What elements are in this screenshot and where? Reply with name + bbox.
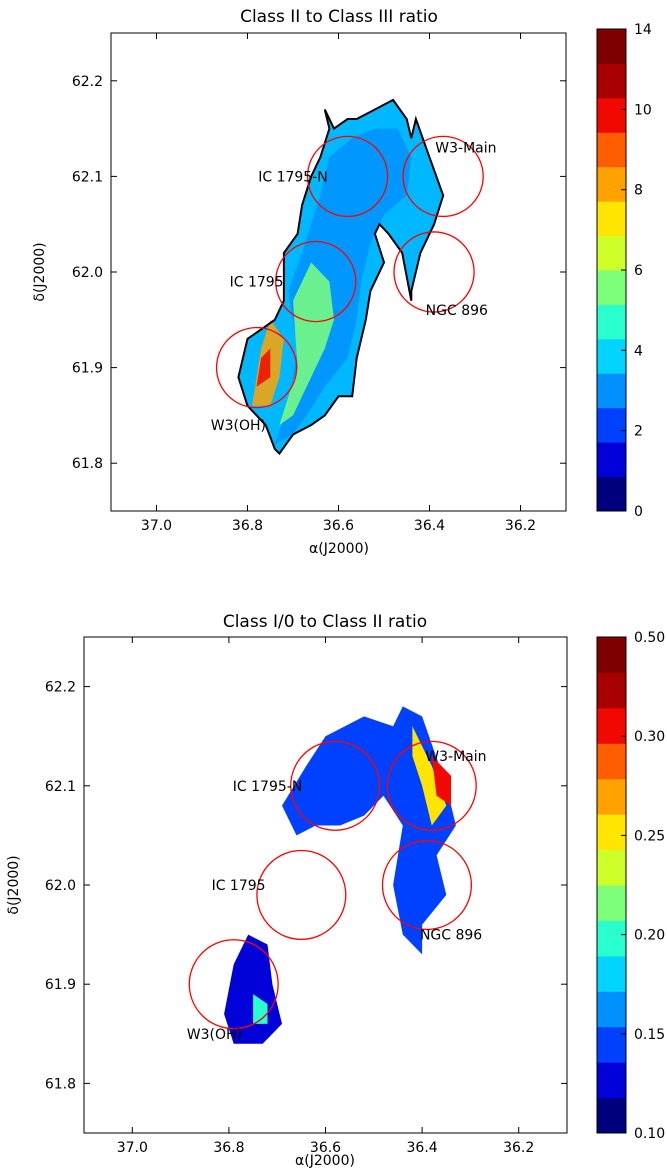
colorbar-tick-label: 2	[634, 424, 643, 440]
x-tick-label: 37.0	[141, 518, 172, 534]
colorbar-segment	[597, 408, 626, 443]
x-axis-label: α(J2000)	[309, 541, 369, 557]
colorbar-segment	[597, 236, 626, 271]
colorbar-tick-label: 8	[634, 183, 643, 199]
colorbar-ticks: 0.10 0.15 0.20 0.25 0.30 0.50	[621, 630, 665, 1142]
colorbar-segment	[597, 167, 626, 202]
colorbar-segment	[597, 442, 626, 477]
colorbar-segment	[597, 29, 626, 64]
y-tick-label: 61.8	[72, 456, 103, 472]
x-tick-label: 36.2	[505, 518, 536, 534]
x-tick-label: 36.8	[232, 518, 263, 534]
colorbar-tick-label: 0	[634, 504, 643, 520]
colorbar-tick-label: 0.15	[634, 1027, 665, 1043]
colorbar-segment	[597, 779, 626, 815]
y-tick-label: 62.1	[45, 779, 76, 795]
region-label: IC 1795	[212, 878, 266, 894]
colorbar-segment	[597, 672, 626, 708]
colorbar-tick-label: 10	[634, 102, 652, 118]
y-axis-label: δ(J2000)	[32, 242, 48, 301]
colorbar-segment	[597, 991, 626, 1027]
panel-class-ii-to-iii: Class II to Class III ratio IC 1795-N W3-…	[32, 7, 652, 557]
x-tick-label: 36.8	[213, 1140, 244, 1156]
y-axis-label: δ(J2000)	[6, 855, 22, 914]
x-tick-label: 37.0	[117, 1140, 148, 1156]
x-tick-label: 36.2	[503, 1140, 534, 1156]
region-label: IC 1795-N	[233, 779, 303, 795]
colorbar-segment	[597, 743, 626, 779]
colorbar-segment	[597, 920, 626, 956]
colorbar-segment	[597, 477, 626, 512]
colorbar-segment	[597, 373, 626, 408]
region-label: W3-Main	[435, 141, 496, 157]
region-label: NGC 896	[426, 303, 488, 319]
region-label: IC 1795	[230, 275, 284, 291]
region-label: W3-Main	[425, 749, 486, 765]
colorbar-segment	[597, 1098, 626, 1134]
panel-class-i0-to-ii: Class I/0 to Class II ratio IC 1795-N W3-…	[6, 612, 665, 1169]
panel-title: Class I/0 to Class II ratio	[223, 612, 427, 632]
y-tick-label: 62.2	[45, 680, 76, 696]
colorbar-tick-label: 0.20	[634, 928, 665, 944]
colorbar	[597, 637, 626, 1134]
colorbar-segment	[597, 304, 626, 339]
colorbar-segment	[597, 132, 626, 167]
colorbar-segment	[597, 98, 626, 133]
region-label: NGC 896	[420, 928, 482, 944]
y-tick-label: 61.9	[72, 361, 103, 377]
colorbar-segment	[597, 201, 626, 236]
region-label: W3(OH)	[211, 418, 266, 434]
colorbar-tick-label: 6	[634, 263, 643, 279]
x-axis-label: α(J2000)	[295, 1153, 355, 1169]
colorbar-tick-label: 0.10	[634, 1126, 665, 1142]
colorbar-segment	[597, 708, 626, 744]
colorbar-segment	[597, 814, 626, 850]
colorbar-segment	[597, 339, 626, 374]
colorbar-segment	[597, 1062, 626, 1098]
plot-frame	[84, 637, 567, 1133]
colorbar-segment	[597, 850, 626, 886]
colorbar-segment	[597, 885, 626, 921]
region-label: W3(OH)	[187, 1027, 242, 1043]
x-tick-label: 36.6	[323, 518, 354, 534]
colorbar-tick-label: 0.30	[634, 729, 665, 745]
colorbar-tick-label: 0.25	[634, 828, 665, 844]
y-tick-label: 62.1	[72, 169, 103, 185]
y-tick-label: 61.9	[45, 977, 76, 993]
colorbar-tick-label: 0.50	[634, 630, 665, 646]
colorbar-segment	[597, 637, 626, 673]
y-tick-label: 61.8	[45, 1076, 76, 1092]
x-tick-label: 36.4	[414, 518, 445, 534]
colorbar-segment	[597, 1027, 626, 1063]
y-tick-label: 62.0	[45, 878, 76, 894]
colorbar-tick-label: 4	[634, 343, 643, 359]
y-tick-label: 62.2	[72, 74, 103, 90]
colorbar-tick-label: 14	[634, 22, 652, 38]
colorbar-segment	[597, 270, 626, 305]
colorbar-segment	[597, 956, 626, 992]
colorbar-segment	[597, 63, 626, 98]
x-tick-label: 36.4	[407, 1140, 438, 1156]
region-label: IC 1795-N	[258, 169, 328, 185]
y-tick-label: 62.0	[72, 265, 103, 281]
panel-title: Class II to Class III ratio	[240, 7, 438, 27]
